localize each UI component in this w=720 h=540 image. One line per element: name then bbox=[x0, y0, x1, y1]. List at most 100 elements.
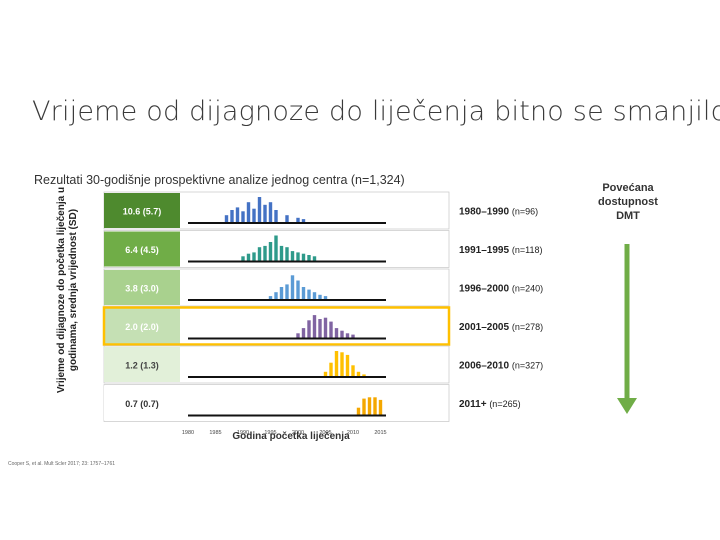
panel-period: 2001–2005 bbox=[459, 322, 512, 333]
panel-period: 1996–2000 bbox=[459, 284, 512, 295]
panel-mean-label: 0.7 (0.7) bbox=[125, 399, 159, 409]
histogram-bar bbox=[263, 204, 267, 223]
histogram-bar bbox=[263, 245, 267, 262]
histogram-bar bbox=[285, 247, 289, 262]
histogram-bar bbox=[318, 294, 322, 300]
panel-n: (n=96) bbox=[512, 207, 538, 217]
histogram-bar bbox=[241, 211, 245, 223]
histogram-bar bbox=[334, 328, 339, 339]
panel-period-label: 1996–2000 (n=240) bbox=[459, 284, 543, 295]
histogram-bar bbox=[235, 207, 240, 223]
panel-period-label: 1980–1990 (n=96) bbox=[459, 207, 538, 218]
panel-n: (n=278) bbox=[512, 322, 543, 332]
panel-period-label: 2001–2005 (n=278) bbox=[459, 322, 543, 333]
slide-title: Vrijeme od dijagnoze do liječenja bitno … bbox=[32, 96, 720, 127]
histogram-bar bbox=[362, 398, 366, 416]
x-tick-label: 2000 bbox=[292, 430, 304, 436]
histogram-bar bbox=[279, 287, 284, 300]
panel-n: (n=118) bbox=[512, 245, 543, 255]
histogram-bar bbox=[356, 407, 361, 416]
panel-n: (n=265) bbox=[489, 399, 520, 409]
panel-period: 2006–2010 bbox=[459, 361, 512, 372]
histogram-bar bbox=[285, 215, 289, 223]
arrow-head bbox=[617, 398, 637, 414]
histogram-bar bbox=[362, 374, 366, 377]
histogram-bar bbox=[351, 365, 355, 377]
panel-n: (n=240) bbox=[512, 284, 543, 294]
histogram-bar bbox=[323, 371, 328, 377]
panel-label-box bbox=[104, 308, 180, 344]
histogram-bar bbox=[290, 275, 295, 300]
histogram-bar bbox=[329, 321, 333, 339]
panel-mean-label: 2.0 (2.0) bbox=[125, 322, 159, 332]
histogram-bar bbox=[274, 235, 278, 262]
panel-mean-label: 1.2 (1.3) bbox=[125, 361, 159, 371]
histogram-bar bbox=[301, 287, 306, 300]
x-tick-label: 1995 bbox=[264, 430, 276, 436]
histogram-bar bbox=[252, 208, 256, 223]
histogram-bar bbox=[274, 292, 278, 300]
x-tick-label: 2005 bbox=[319, 430, 331, 436]
histogram-bar bbox=[252, 252, 256, 262]
panel-period-label: 1991–1995 (n=118) bbox=[459, 245, 542, 256]
histogram-bar bbox=[301, 219, 306, 223]
histogram-bar bbox=[307, 320, 311, 339]
histogram-bar bbox=[246, 253, 251, 262]
panel-mean-label: 6.4 (4.5) bbox=[125, 245, 159, 255]
panel-period: 1991–1995 bbox=[459, 245, 512, 256]
panel-period: 2011+ bbox=[459, 399, 489, 410]
histogram-bar bbox=[296, 280, 300, 300]
histogram-bar bbox=[323, 317, 328, 339]
x-tick-label: 2015 bbox=[374, 430, 386, 436]
histogram-bar bbox=[323, 296, 328, 300]
histogram-bar bbox=[268, 202, 273, 223]
panel-period-label: 2011+ (n=265) bbox=[459, 399, 521, 410]
citation: Cooper S, et al. Mult Scler 2017; 23: 17… bbox=[8, 461, 116, 467]
histogram-bar bbox=[230, 210, 234, 223]
histogram-bar bbox=[296, 217, 300, 223]
histogram-bar bbox=[312, 292, 317, 300]
histogram-bar bbox=[378, 399, 383, 416]
panel-label-box bbox=[104, 231, 180, 267]
panel-mean-label: 3.8 (3.0) bbox=[125, 284, 159, 294]
histogram-bar bbox=[257, 197, 262, 223]
panel-mean-label: 10.6 (5.7) bbox=[123, 207, 162, 217]
panel-label-box bbox=[104, 270, 180, 305]
histogram-bar bbox=[268, 296, 273, 300]
x-tick-label: 1980 bbox=[182, 430, 194, 436]
histogram-bar bbox=[279, 245, 284, 262]
histogram-bar bbox=[340, 330, 344, 339]
histogram-bar bbox=[246, 202, 251, 223]
histogram-bar bbox=[334, 351, 339, 377]
panel-n: (n=327) bbox=[512, 361, 543, 371]
x-tick-label: 1985 bbox=[209, 430, 221, 436]
histogram-bar bbox=[224, 215, 229, 223]
panel-label-box bbox=[104, 347, 180, 382]
histogram-bar bbox=[351, 334, 355, 339]
histogram-bar bbox=[329, 362, 333, 377]
histogram-bar bbox=[356, 371, 361, 377]
histogram-bar bbox=[241, 256, 245, 262]
histogram-bar bbox=[257, 247, 262, 262]
histogram-bar bbox=[345, 333, 350, 339]
histogram-bar bbox=[345, 354, 350, 377]
histogram-bar bbox=[318, 319, 322, 339]
side-label: Povećana dostupnost DMT bbox=[598, 182, 658, 222]
panel-label-box bbox=[104, 385, 180, 421]
histogram-bar bbox=[274, 210, 278, 223]
histogram-bar bbox=[268, 242, 273, 262]
histogram-bar bbox=[373, 397, 377, 416]
histogram-bar bbox=[312, 256, 317, 262]
panel-label-box bbox=[104, 193, 180, 228]
x-tick-label: 2010 bbox=[347, 430, 359, 436]
chart-x-axis-label: Godina početka liječenja bbox=[232, 431, 350, 442]
slide-subtitle: Rezultati 30-godišnje prospektivne anali… bbox=[34, 173, 405, 187]
histogram-bar bbox=[312, 315, 317, 339]
histogram-bar bbox=[340, 352, 344, 377]
histogram-bar bbox=[296, 252, 300, 262]
panel-period-label: 2006–2010 (n=327) bbox=[459, 361, 543, 372]
histogram-bar bbox=[301, 328, 306, 339]
histogram-bar bbox=[296, 333, 300, 339]
panel-period: 1980–1990 bbox=[459, 207, 512, 218]
